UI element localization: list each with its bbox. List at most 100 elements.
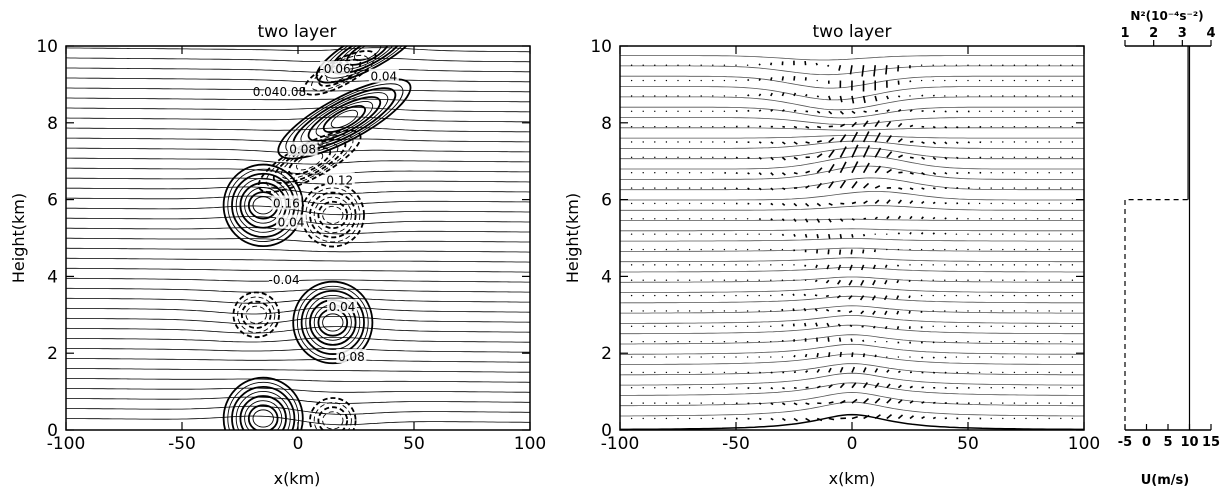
bottom-tick-label: 10 (1180, 435, 1198, 450)
vector-dot (758, 279, 760, 281)
vector-arrow (837, 264, 842, 271)
contour-label: 0.04 (278, 216, 305, 230)
vector-dot (1060, 325, 1062, 328)
vector-dot (642, 310, 644, 312)
streamline (620, 334, 1084, 345)
vector-dot (990, 79, 992, 82)
contour-label-bg (271, 195, 302, 210)
vector-arrow (862, 95, 866, 104)
vector-dot (1048, 172, 1050, 174)
vector-arrow (770, 92, 773, 97)
vector-arrow (921, 356, 924, 359)
vector-dot (1071, 218, 1074, 220)
vector-dot (654, 402, 656, 404)
vector-arrow (839, 146, 847, 158)
vector-arrow (758, 417, 762, 421)
vector-dot (746, 64, 749, 66)
vector-arrow (793, 218, 797, 222)
vector-dot (1048, 356, 1050, 358)
vector-dot (642, 387, 644, 389)
vector-arrow (886, 109, 890, 112)
vector-dot (886, 233, 888, 235)
contour-ring (317, 200, 349, 230)
vector-dot (1025, 233, 1027, 235)
vector-dot (688, 141, 691, 143)
vector-dot (1013, 387, 1016, 389)
vector-dot (654, 64, 656, 66)
vector-arrow (816, 95, 820, 98)
vector-dot (746, 325, 749, 328)
vector-arrow (863, 397, 870, 404)
vector-arrow (932, 201, 936, 205)
vector-dot (1060, 371, 1062, 374)
vector-dot (1002, 110, 1004, 112)
vector-dot (688, 264, 691, 266)
vector-arrow (839, 110, 844, 115)
vector-dot (712, 141, 714, 143)
contour-label-bg (320, 61, 351, 76)
vector-arrow (805, 370, 809, 373)
vector-dot (920, 264, 923, 266)
left-xtick-label: 50 (403, 434, 425, 454)
contour-ring (317, 406, 349, 430)
contour-ring (313, 196, 352, 234)
vector-arrow (851, 366, 856, 373)
vector-dot (955, 279, 958, 281)
vector-dot (735, 95, 737, 97)
vector-dot (1036, 125, 1039, 128)
streamline (620, 266, 1084, 273)
vector-dot (1036, 402, 1039, 404)
vector-arrow (921, 141, 925, 144)
vector-arrow (793, 92, 797, 97)
vector-dot (1013, 141, 1016, 143)
vector-arrow (781, 218, 785, 222)
vector-dot (712, 156, 714, 159)
vector-dot (630, 218, 633, 220)
vector-arrow (816, 368, 820, 373)
vector-arrow (862, 145, 871, 158)
vector-arrow (839, 351, 842, 358)
vector-dot (1036, 95, 1039, 97)
vector-arrow (944, 232, 947, 235)
vector-dot (642, 417, 644, 420)
vector-arrow (781, 417, 786, 422)
vector-dot (665, 172, 668, 174)
vector-dot (758, 248, 760, 251)
vector-dot (677, 356, 679, 358)
vector-arrow (862, 131, 870, 143)
vector-arrow (896, 310, 900, 315)
vector-dot (700, 64, 702, 66)
vector-dot (1025, 202, 1027, 205)
vector-dot (1013, 125, 1016, 128)
vector-dot (909, 264, 911, 266)
vector-dot (1002, 340, 1004, 343)
vector-dot (978, 218, 981, 220)
vector-arrow (839, 134, 847, 143)
vector-arrow (828, 417, 835, 421)
vector-arrow (874, 120, 880, 128)
contour-ring (296, 285, 369, 360)
vector-arrow (896, 326, 900, 330)
streamline (620, 165, 1084, 180)
vector-dot (735, 325, 737, 328)
vector-dot (1025, 95, 1027, 97)
streamline (620, 96, 1084, 111)
middle-ytick-label: 0 (601, 421, 612, 441)
vector-dot (677, 279, 679, 281)
vector-arrow (735, 171, 738, 175)
vector-dot (712, 356, 714, 358)
vector-arrow (871, 295, 876, 301)
vector-arrow (747, 402, 750, 405)
vector-dot (967, 371, 969, 374)
left-x-axis-label: x(km) (274, 469, 321, 488)
vector-dot (654, 417, 656, 420)
vector-dot (909, 95, 911, 97)
vector-arrow (770, 417, 774, 421)
vector-dot (700, 264, 702, 266)
vector-dot (920, 294, 923, 297)
vector-dot (630, 172, 633, 174)
vector-arrow (932, 416, 936, 420)
left-xtick-label: 100 (514, 434, 546, 454)
vector-dot (1060, 95, 1062, 97)
vector-arrow (897, 399, 903, 404)
